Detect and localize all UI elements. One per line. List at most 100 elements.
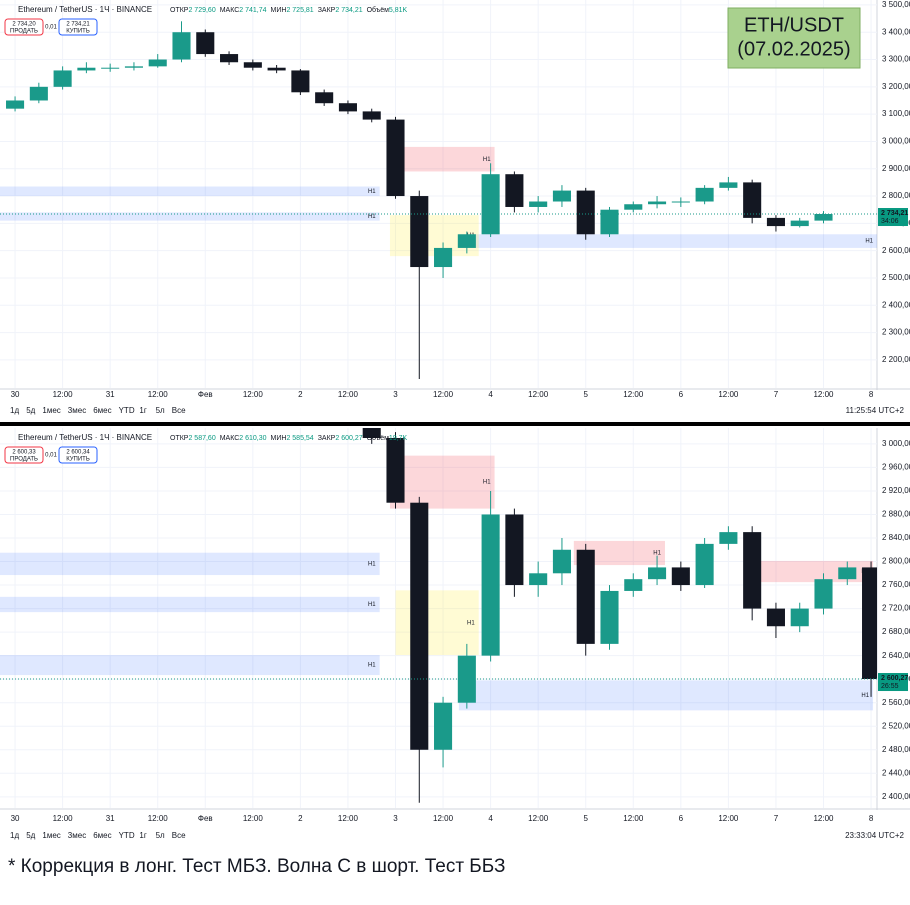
x-tick-label: Фев: [198, 814, 213, 823]
x-tick-label: 12:00: [813, 814, 834, 823]
candle-body: [766, 608, 785, 627]
buy-button[interactable]: [58, 446, 98, 464]
x-tick-label: 12:00: [528, 390, 549, 399]
range-button[interactable]: 5д: [26, 831, 35, 840]
candle-body: [600, 590, 619, 644]
x-tick-label: 2: [298, 390, 303, 399]
range-button[interactable]: Все: [172, 406, 186, 415]
y-tick-label: 3 300,00: [882, 55, 910, 64]
range-button[interactable]: 3мес: [68, 831, 86, 840]
candle-body: [743, 182, 762, 218]
candle-body: [124, 66, 143, 68]
range-button[interactable]: 6мес: [93, 406, 111, 415]
sell-button[interactable]: [4, 446, 44, 464]
range-button[interactable]: 1мес: [42, 831, 60, 840]
range-button[interactable]: 1г: [139, 406, 146, 415]
x-tick-label: 4: [488, 390, 493, 399]
zone: [0, 596, 380, 613]
buy-button[interactable]: [58, 18, 98, 36]
stat-value: 2 734,21: [335, 7, 362, 14]
stat-value: 2 610,30: [239, 435, 266, 442]
candle-body: [743, 532, 762, 609]
last-price-box: [878, 673, 908, 692]
range-button[interactable]: 6мес: [93, 831, 111, 840]
candle-body: [362, 111, 381, 120]
countdown: 26:55: [881, 683, 899, 690]
sell-label: ПРОДАТЬ: [10, 29, 38, 35]
x-tick-label: 3: [393, 814, 398, 823]
x-tick-label: 5: [583, 814, 588, 823]
range-button[interactable]: 1г: [139, 831, 146, 840]
stat-name: Объём: [367, 6, 389, 14]
range-button[interactable]: YTD: [119, 406, 135, 415]
range-button[interactable]: 1мес: [42, 406, 60, 415]
stat-value: 2 725,81: [286, 7, 313, 14]
candle-body: [410, 196, 429, 268]
range-button[interactable]: 1д: [10, 406, 19, 415]
y-tick-label: 2 640,00: [882, 651, 910, 660]
range-button[interactable]: 3мес: [68, 406, 86, 415]
clock: 11:25:54 UTC+2: [846, 406, 905, 415]
candle-body: [624, 579, 643, 591]
candle-body: [766, 217, 785, 227]
y-tick-label: 2 400,00: [882, 792, 910, 801]
stat-name: МИН: [271, 7, 287, 14]
candle-body: [148, 59, 167, 67]
candle-body: [338, 103, 357, 112]
range-button[interactable]: 5л: [156, 406, 165, 415]
last-price: 2 600,27: [881, 675, 908, 682]
zone-label: Н1: [653, 551, 661, 557]
x-tick-label: 8: [869, 390, 874, 399]
range-button[interactable]: YTD: [119, 831, 135, 840]
candle-body: [695, 543, 714, 586]
candle-body: [315, 92, 334, 104]
last-price: 2 734,21: [881, 210, 908, 217]
range-button[interactable]: 5л: [156, 831, 165, 840]
candle-body: [624, 204, 643, 210]
y-tick-label: 2 720,00: [882, 604, 910, 613]
x-tick-label: 12:00: [433, 390, 454, 399]
x-tick-label: 12:00: [338, 814, 359, 823]
x-tick-label: 12:00: [338, 390, 359, 399]
candle-body: [529, 201, 548, 207]
sell-label: ПРОДАТЬ: [10, 457, 38, 463]
range-button[interactable]: 1д: [10, 831, 19, 840]
zone: [389, 455, 495, 509]
x-tick-label: 12:00: [243, 814, 264, 823]
candle-body: [600, 209, 619, 235]
candle-body: [576, 190, 595, 235]
badge-text: ETH/USDT: [744, 14, 844, 36]
y-tick-label: 2 480,00: [882, 745, 910, 754]
zone-label: Н1: [368, 189, 376, 195]
range-button[interactable]: 5д: [26, 406, 35, 415]
caption: * Коррекция в лонг. Тест МБЗ. Волна С в …: [8, 856, 506, 877]
x-tick-label: 12:00: [528, 814, 549, 823]
buy-price: 2 600,34: [66, 450, 90, 456]
candle-body: [648, 567, 667, 580]
x-tick-label: 12:00: [813, 390, 834, 399]
candle-body: [505, 174, 524, 207]
x-tick-label: 6: [679, 814, 684, 823]
candle-body: [671, 567, 690, 586]
sell-button[interactable]: [4, 18, 44, 36]
zone: [0, 186, 380, 197]
stat-value: 2 600,27: [335, 435, 362, 442]
candle-body: [434, 247, 453, 268]
candle-body: [838, 567, 857, 580]
y-tick-label: 3 400,00: [882, 27, 910, 36]
stat-value: 2 585,54: [286, 435, 313, 442]
zone-label: Н1: [368, 561, 376, 567]
candle-body: [648, 201, 667, 205]
stat-name: МИН: [271, 435, 287, 442]
y-tick-label: 2 600,00: [882, 246, 910, 255]
stat-value: 2 729,60: [188, 7, 215, 14]
range-button[interactable]: Все: [172, 831, 186, 840]
x-tick-label: 12:00: [623, 814, 644, 823]
candle-body: [220, 54, 239, 63]
candle-body: [695, 187, 714, 202]
candle-body: [529, 573, 548, 586]
sell-price: 2 734,20: [12, 22, 36, 28]
candle-body: [53, 70, 72, 87]
